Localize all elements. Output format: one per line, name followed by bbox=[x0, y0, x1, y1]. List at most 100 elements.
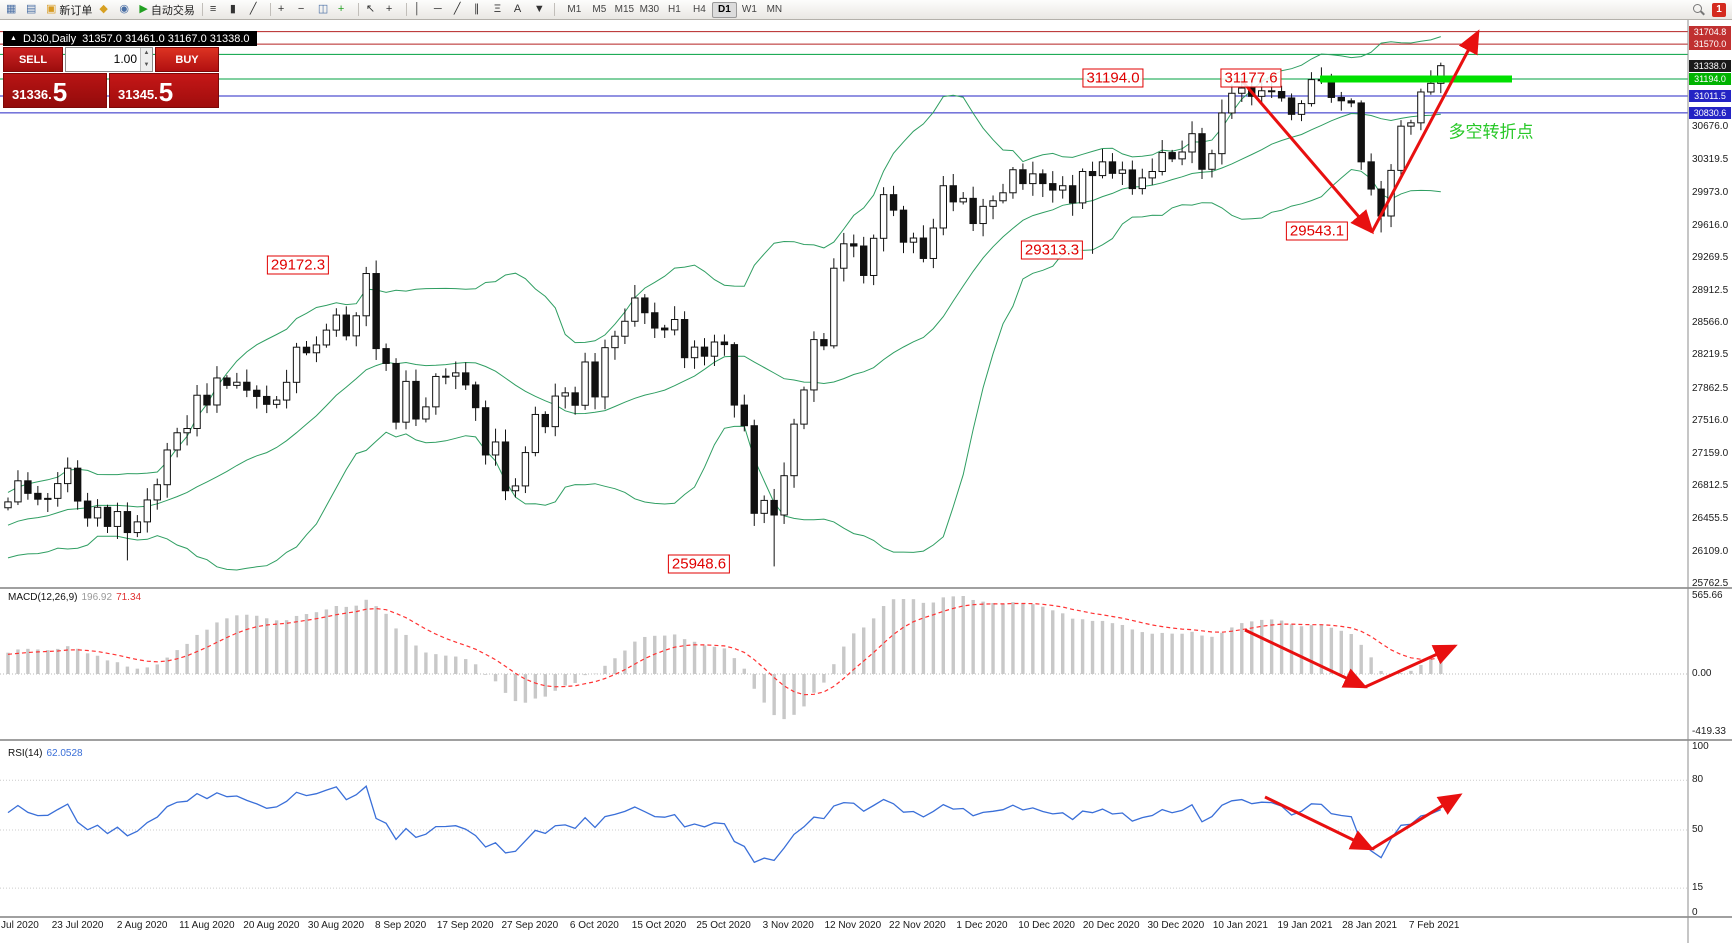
trendline-button[interactable]: ╱ bbox=[451, 1, 470, 18]
price-annotation[interactable]: 29172.3 bbox=[266, 255, 330, 275]
buy-price-frac: 5 bbox=[158, 77, 174, 107]
cursor-button-icon: ↖ bbox=[365, 3, 376, 15]
metaeditor-button[interactable]: ◆ bbox=[96, 1, 115, 18]
timeframe-h4[interactable]: H4 bbox=[687, 2, 712, 18]
new-chart-button-icon: ▦ bbox=[6, 3, 17, 15]
volume-stepper[interactable]: 1.00 ▲ ▼ bbox=[65, 47, 153, 72]
volume-up-button[interactable]: ▲ bbox=[141, 48, 152, 60]
channel-button[interactable]: ∥ bbox=[471, 1, 490, 18]
line-chart-button[interactable]: ╱ bbox=[247, 1, 266, 18]
candlestick-chart-button-icon: ▮ bbox=[229, 3, 236, 15]
volume-down-button[interactable]: ▼ bbox=[141, 59, 152, 71]
trend-arrow[interactable] bbox=[1264, 795, 1375, 851]
macd-main-value: 196.92 bbox=[81, 592, 113, 603]
crosshair-button-icon: + bbox=[385, 3, 393, 15]
trend-arrow[interactable] bbox=[1364, 644, 1458, 689]
timeframe-m15[interactable]: M15 bbox=[612, 2, 637, 18]
price-annotation[interactable]: 31194.0 bbox=[1082, 68, 1144, 88]
metaeditor-button-icon: ◆ bbox=[99, 3, 108, 15]
zoom-out-button[interactable]: − bbox=[295, 1, 314, 18]
toolbar-separator bbox=[357, 3, 359, 16]
timeframe-buttons-group: M1 M5 M15 M30 H1 H4 D1 W1 MN bbox=[562, 1, 787, 18]
sell-price-main: 31336. bbox=[12, 87, 52, 102]
turning-point-note[interactable]: 多空转折点 bbox=[1448, 122, 1534, 142]
toolbar-separator bbox=[201, 3, 203, 16]
price-annotation[interactable]: 31177.6 bbox=[1220, 68, 1282, 88]
bar-chart-button[interactable]: ≡ bbox=[207, 1, 226, 18]
toolbar-buttons-group: ▦ ▤ ▣ 新订单 ◆ ◉ ▶ 自动交易 ≡ ▮ ╱ + − ◫ + ↖ + │ ─ ╱ ∥ Ξ A ▼ bbox=[3, 1, 558, 18]
trend-arrow[interactable] bbox=[1370, 29, 1480, 233]
search-icon[interactable] bbox=[1693, 3, 1705, 16]
vertical-line-button-icon: │ bbox=[413, 3, 421, 15]
chart-symbol-bar: ▲ DJ30,Daily 31357.0 31461.0 31167.0 313… bbox=[3, 31, 257, 46]
indicators-button-icon: + bbox=[337, 3, 345, 15]
trend-arrow[interactable] bbox=[1244, 628, 1368, 689]
tile-windows-button[interactable]: ◫ bbox=[315, 1, 334, 18]
chart-profiles-button-icon: ▤ bbox=[26, 3, 37, 15]
price-annotation[interactable]: 29313.3 bbox=[1020, 240, 1084, 260]
timeframe-m5[interactable]: M5 bbox=[587, 2, 612, 18]
one-click-trading-panel: SELL 1.00 ▲ ▼ BUY 31336. 5 31345. 5 bbox=[3, 47, 219, 108]
toolbar-separator bbox=[405, 3, 407, 16]
macd-name: MACD(12,26,9) bbox=[8, 592, 78, 603]
buy-button[interactable]: BUY bbox=[155, 47, 219, 72]
toolbar-separator bbox=[553, 3, 555, 16]
zoom-in-button[interactable]: + bbox=[275, 1, 294, 18]
symbol-timeframe-label: DJ30,Daily bbox=[22, 32, 77, 45]
horizontal-lines[interactable] bbox=[0, 31, 1688, 114]
candlestick-chart-button[interactable]: ▮ bbox=[227, 1, 246, 18]
timeframe-m30[interactable]: M30 bbox=[637, 2, 662, 18]
toolbar-separator bbox=[269, 3, 271, 16]
sell-price[interactable]: 31336. 5 bbox=[3, 73, 107, 108]
buy-price[interactable]: 31345. 5 bbox=[109, 73, 219, 108]
new-chart-button[interactable]: ▦ bbox=[3, 1, 22, 18]
chart-profiles-button[interactable]: ▤ bbox=[23, 1, 42, 18]
terminal-button[interactable]: ◉ bbox=[116, 1, 135, 18]
vertical-line-button[interactable]: │ bbox=[411, 1, 430, 18]
new-order-button-icon: ▣ bbox=[46, 3, 57, 15]
arrows-button[interactable]: ▼ bbox=[531, 1, 550, 18]
toolbar: ▦ ▤ ▣ 新订单 ◆ ◉ ▶ 自动交易 ≡ ▮ ╱ + − ◫ + ↖ + │ ─ ╱ ∥ Ξ A ▼ M1 M5 M15 M30… bbox=[0, 0, 1732, 20]
timeframe-h1[interactable]: H1 bbox=[662, 2, 687, 18]
notification-badge[interactable]: 1 bbox=[1712, 2, 1726, 17]
horizontal-line-button[interactable]: ─ bbox=[431, 1, 450, 18]
crosshair-button[interactable]: + bbox=[383, 1, 402, 18]
rsi-name: RSI(14) bbox=[8, 748, 43, 759]
bar-chart-button-icon: ≡ bbox=[209, 3, 217, 15]
new-order-button[interactable]: ▣ 新订单 bbox=[43, 1, 95, 18]
arrows-button-icon: ▼ bbox=[533, 3, 545, 15]
timeframe-mn[interactable]: MN bbox=[762, 2, 787, 18]
toolbar-right-group: 1 bbox=[1693, 2, 1729, 17]
cursor-button[interactable]: ↖ bbox=[363, 1, 382, 18]
volume-spinner: ▲ ▼ bbox=[140, 48, 152, 71]
price-annotation[interactable]: 25948.6 bbox=[667, 554, 731, 574]
collapse-panel-icon[interactable]: ▲ bbox=[10, 35, 17, 42]
fibonacci-button[interactable]: Ξ bbox=[491, 1, 510, 18]
sell-button[interactable]: SELL bbox=[3, 47, 63, 72]
price-annotation[interactable]: 29543.1 bbox=[1285, 221, 1349, 241]
timeframe-m1[interactable]: M1 bbox=[562, 2, 587, 18]
trend-arrow[interactable] bbox=[1241, 81, 1374, 235]
text-button-icon: A bbox=[513, 3, 522, 15]
horizontal-line-button-icon: ─ bbox=[433, 3, 442, 15]
autotrading-button-icon: ▶ bbox=[139, 3, 148, 15]
zoom-in-button-icon: + bbox=[277, 3, 285, 15]
indicators-button[interactable]: + bbox=[335, 1, 354, 18]
new-order-button-label: 新订单 bbox=[59, 4, 93, 17]
rsi-indicator-label: RSI(14) 62.0528 bbox=[8, 748, 87, 759]
rsi-value: 62.0528 bbox=[46, 748, 83, 759]
text-button[interactable]: A bbox=[511, 1, 530, 18]
timeframe-w1[interactable]: W1 bbox=[737, 2, 762, 18]
candles bbox=[4, 62, 1445, 567]
sell-price-frac: 5 bbox=[52, 77, 68, 107]
volume-value[interactable]: 1.00 bbox=[113, 52, 137, 66]
ohlc-values: 31357.0 31461.0 31167.0 31338.0 bbox=[82, 32, 250, 45]
line-chart-button-icon: ╱ bbox=[249, 3, 257, 15]
autotrading-button[interactable]: ▶ 自动交易 bbox=[136, 1, 197, 18]
timeframe-d1[interactable]: D1 bbox=[711, 1, 737, 18]
fibonacci-button-icon: Ξ bbox=[493, 3, 502, 15]
trend-arrow[interactable] bbox=[1371, 793, 1463, 851]
